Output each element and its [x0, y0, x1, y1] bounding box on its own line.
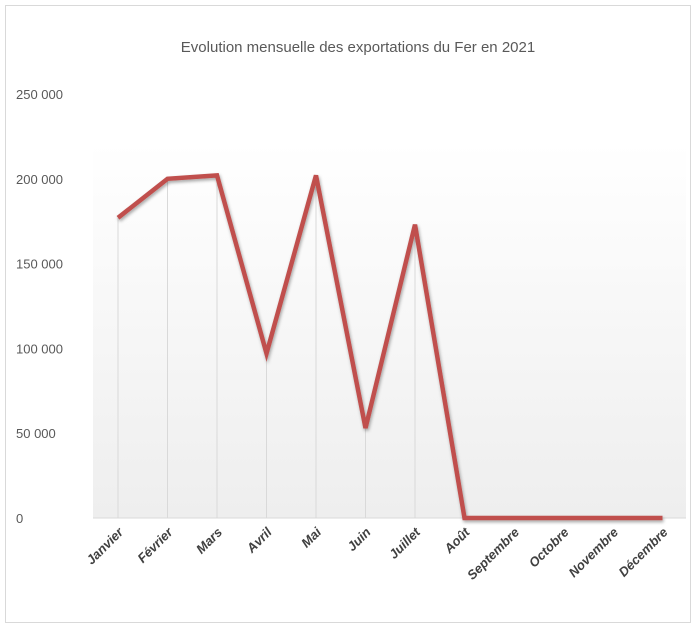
x-tick-label: Décembre [616, 525, 671, 580]
drop-lines [117, 175, 416, 518]
series-layer [116, 173, 663, 521]
x-tick-label: Mars [193, 525, 225, 557]
x-tick-label: Janvier [83, 524, 126, 567]
y-tick-label: 50 000 [16, 426, 56, 441]
y-tick-label: 250 000 [16, 87, 63, 102]
x-tick-label: Octobre [526, 525, 572, 571]
x-tick-label: Juin [344, 524, 374, 554]
y-tick-label: 150 000 [16, 257, 63, 272]
x-tick-label: Mai [298, 524, 324, 550]
x-axis: Janvier Février Mars Avril Mai Juin Juillet Aoû… [83, 524, 670, 583]
series-line [116, 173, 663, 521]
x-tick-label: Février [134, 524, 176, 566]
x-tick-label: Août [440, 524, 473, 557]
y-tick-label: 100 000 [16, 341, 63, 356]
x-tick-label: Novembre [566, 525, 622, 581]
y-tick-label: 200 000 [16, 172, 63, 187]
y-tick-label: 0 [16, 511, 23, 526]
x-tick-label: Juillet [386, 524, 424, 562]
chart-title: Evolution mensuelle des exportations du … [181, 39, 535, 56]
x-tick-label: Septembre [464, 525, 522, 583]
x-tick-label: Avril [243, 524, 275, 556]
y-axis: 0 50 000 100 000 150 000 200 000 250 000 [16, 87, 63, 526]
